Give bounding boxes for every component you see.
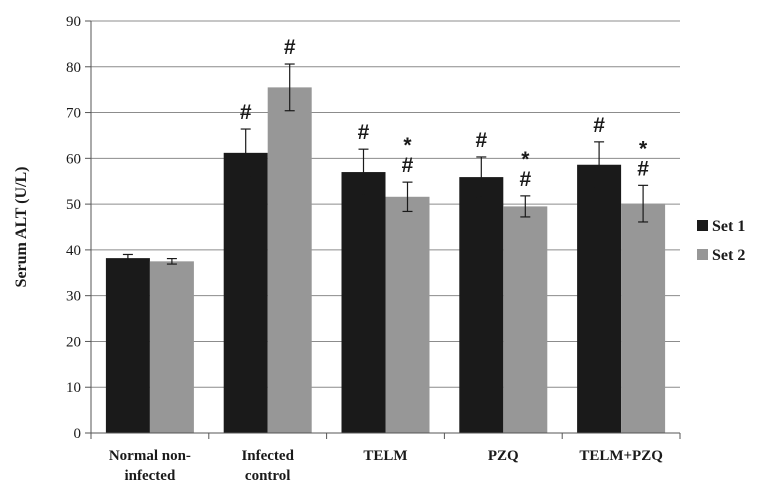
x-category-labels: Normal non-infected Infected control TELM PZ… — [109, 448, 663, 484]
y-tick-label: 70 — [66, 106, 81, 122]
y-tick-labels: 0 10 20 30 40 50 60 70 80 90 — [66, 14, 81, 442]
error-bars — [122, 63, 649, 265]
y-axis-label: Serum ALT (U/L) — [13, 167, 30, 288]
significance-hash: # — [358, 121, 370, 144]
legend: Set 1 Set 2 — [697, 218, 745, 264]
y-tick-label: 10 — [66, 380, 81, 396]
significance-hash: # — [284, 36, 296, 59]
significance-hash: # — [475, 129, 487, 152]
x-category-label: control — [245, 468, 291, 484]
y-tick-label: 20 — [66, 334, 81, 350]
bar-set-1 — [105, 258, 150, 433]
bar-set-2 — [621, 203, 666, 433]
significance-star: * — [521, 148, 530, 171]
bar-set-2 — [503, 206, 548, 433]
x-category-label: Normal non- — [109, 448, 191, 464]
bar-set-1 — [223, 152, 268, 433]
x-category-label: infected — [124, 468, 175, 484]
x-category-label: TELM+PZQ — [579, 448, 663, 464]
legend-label: Set 2 — [712, 247, 745, 264]
bar-set-2 — [385, 196, 430, 433]
y-tick-label: 80 — [66, 60, 81, 76]
legend-swatch — [697, 249, 708, 260]
bar-set-2 — [267, 87, 312, 433]
bar-set-2 — [149, 261, 194, 433]
significance-hash: # — [402, 154, 414, 177]
significance-star: * — [639, 137, 648, 160]
significance-hash: # — [240, 101, 252, 124]
bar-set-1 — [341, 172, 386, 434]
y-tick-label: 30 — [66, 289, 81, 305]
legend-label: Set 1 — [712, 218, 745, 235]
bar-set-1 — [577, 164, 622, 433]
y-tick-label: 60 — [66, 151, 81, 167]
bars — [105, 87, 666, 434]
y-tick-label: 40 — [66, 243, 81, 259]
x-category-label: PZQ — [488, 448, 519, 464]
y-tick-label: 90 — [66, 14, 81, 30]
axes — [85, 20, 681, 439]
y-tick-label: 0 — [74, 426, 82, 442]
y-tick-label: 50 — [66, 197, 81, 213]
x-category-label: Infected — [241, 448, 294, 464]
legend-swatch — [697, 220, 708, 231]
significance-star: * — [403, 134, 412, 157]
significance-marks: ####* ##*##* — [240, 36, 649, 191]
x-category-label: TELM — [363, 448, 407, 464]
significance-hash: # — [593, 114, 605, 137]
significance-hash: # — [637, 157, 649, 180]
bar-set-1 — [459, 177, 504, 433]
significance-hash: # — [519, 168, 531, 191]
